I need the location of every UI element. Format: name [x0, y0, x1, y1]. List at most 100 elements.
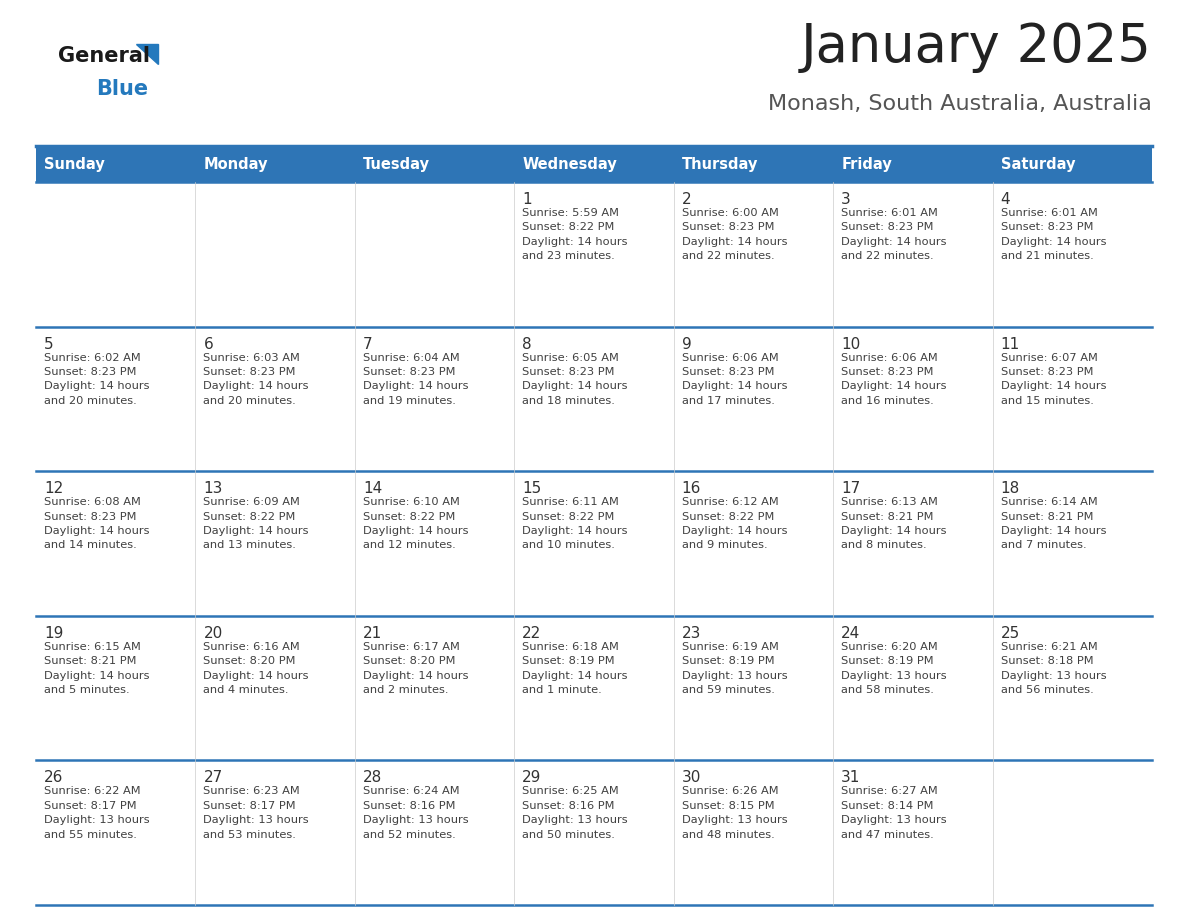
Text: 8: 8: [523, 337, 532, 352]
Bar: [514, 471, 674, 616]
Text: 1: 1: [523, 192, 532, 207]
Text: General: General: [58, 46, 150, 66]
Text: 29: 29: [523, 770, 542, 786]
Text: Sunrise: 6:09 AM
Sunset: 8:22 PM
Daylight: 14 hours
and 13 minutes.: Sunrise: 6:09 AM Sunset: 8:22 PM Dayligh…: [203, 498, 309, 551]
Text: 21: 21: [362, 626, 383, 641]
Text: Sunrise: 6:24 AM
Sunset: 8:16 PM
Daylight: 13 hours
and 52 minutes.: Sunrise: 6:24 AM Sunset: 8:16 PM Dayligh…: [362, 787, 468, 840]
Text: Sunrise: 6:16 AM
Sunset: 8:20 PM
Daylight: 14 hours
and 4 minutes.: Sunrise: 6:16 AM Sunset: 8:20 PM Dayligh…: [203, 642, 309, 695]
Text: Sunrise: 6:21 AM
Sunset: 8:18 PM
Daylight: 13 hours
and 56 minutes.: Sunrise: 6:21 AM Sunset: 8:18 PM Dayligh…: [1000, 642, 1106, 695]
Bar: [992, 182, 1152, 327]
Bar: [833, 471, 992, 616]
Text: Sunrise: 6:22 AM
Sunset: 8:17 PM
Daylight: 13 hours
and 55 minutes.: Sunrise: 6:22 AM Sunset: 8:17 PM Dayligh…: [44, 787, 150, 840]
Text: 16: 16: [682, 481, 701, 497]
Text: Sunrise: 6:17 AM
Sunset: 8:20 PM
Daylight: 14 hours
and 2 minutes.: Sunrise: 6:17 AM Sunset: 8:20 PM Dayligh…: [362, 642, 468, 695]
Text: 22: 22: [523, 626, 542, 641]
Text: Sunrise: 6:12 AM
Sunset: 8:22 PM
Daylight: 14 hours
and 9 minutes.: Sunrise: 6:12 AM Sunset: 8:22 PM Dayligh…: [682, 498, 788, 551]
Bar: [833, 760, 992, 905]
Text: 10: 10: [841, 337, 860, 352]
Text: 5: 5: [44, 337, 53, 352]
Text: January 2025: January 2025: [801, 21, 1152, 73]
Text: 31: 31: [841, 770, 860, 786]
Text: Sunrise: 6:03 AM
Sunset: 8:23 PM
Daylight: 14 hours
and 20 minutes.: Sunrise: 6:03 AM Sunset: 8:23 PM Dayligh…: [203, 353, 309, 406]
Text: 13: 13: [203, 481, 223, 497]
Text: Sunrise: 6:13 AM
Sunset: 8:21 PM
Daylight: 14 hours
and 8 minutes.: Sunrise: 6:13 AM Sunset: 8:21 PM Dayligh…: [841, 498, 947, 551]
Bar: [833, 616, 992, 760]
Text: Thursday: Thursday: [682, 158, 758, 173]
Bar: [36, 760, 196, 905]
Bar: [36, 148, 196, 182]
Bar: [992, 760, 1152, 905]
Bar: [674, 471, 833, 616]
Bar: [355, 182, 514, 327]
Text: Monash, South Australia, Australia: Monash, South Australia, Australia: [769, 94, 1152, 114]
Bar: [514, 148, 674, 182]
Bar: [992, 327, 1152, 471]
Text: Sunrise: 5:59 AM
Sunset: 8:22 PM
Daylight: 14 hours
and 23 minutes.: Sunrise: 5:59 AM Sunset: 8:22 PM Dayligh…: [523, 208, 627, 262]
Bar: [992, 148, 1152, 182]
Bar: [355, 760, 514, 905]
Text: Wednesday: Wednesday: [523, 158, 617, 173]
Text: Sunrise: 6:14 AM
Sunset: 8:21 PM
Daylight: 14 hours
and 7 minutes.: Sunrise: 6:14 AM Sunset: 8:21 PM Dayligh…: [1000, 498, 1106, 551]
Text: 14: 14: [362, 481, 383, 497]
Bar: [992, 616, 1152, 760]
Text: Blue: Blue: [96, 79, 148, 99]
Text: 24: 24: [841, 626, 860, 641]
Text: 15: 15: [523, 481, 542, 497]
Bar: [514, 327, 674, 471]
Bar: [355, 616, 514, 760]
Bar: [196, 616, 355, 760]
Text: 17: 17: [841, 481, 860, 497]
Text: Monday: Monday: [203, 158, 268, 173]
Bar: [196, 182, 355, 327]
Text: Sunrise: 6:01 AM
Sunset: 8:23 PM
Daylight: 14 hours
and 21 minutes.: Sunrise: 6:01 AM Sunset: 8:23 PM Dayligh…: [1000, 208, 1106, 262]
Text: Sunrise: 6:15 AM
Sunset: 8:21 PM
Daylight: 14 hours
and 5 minutes.: Sunrise: 6:15 AM Sunset: 8:21 PM Dayligh…: [44, 642, 150, 695]
Bar: [36, 327, 196, 471]
Text: 3: 3: [841, 192, 851, 207]
Text: Sunrise: 6:05 AM
Sunset: 8:23 PM
Daylight: 14 hours
and 18 minutes.: Sunrise: 6:05 AM Sunset: 8:23 PM Dayligh…: [523, 353, 627, 406]
Polygon shape: [135, 44, 158, 64]
Bar: [674, 760, 833, 905]
Text: 20: 20: [203, 626, 222, 641]
Text: Sunrise: 6:19 AM
Sunset: 8:19 PM
Daylight: 13 hours
and 59 minutes.: Sunrise: 6:19 AM Sunset: 8:19 PM Dayligh…: [682, 642, 788, 695]
Bar: [355, 327, 514, 471]
Bar: [674, 182, 833, 327]
Text: 4: 4: [1000, 192, 1010, 207]
Text: 2: 2: [682, 192, 691, 207]
Text: Sunrise: 6:11 AM
Sunset: 8:22 PM
Daylight: 14 hours
and 10 minutes.: Sunrise: 6:11 AM Sunset: 8:22 PM Dayligh…: [523, 498, 627, 551]
Text: Friday: Friday: [841, 158, 892, 173]
Text: 12: 12: [44, 481, 63, 497]
Text: 7: 7: [362, 337, 373, 352]
Text: 30: 30: [682, 770, 701, 786]
Text: 18: 18: [1000, 481, 1019, 497]
Text: Sunrise: 6:23 AM
Sunset: 8:17 PM
Daylight: 13 hours
and 53 minutes.: Sunrise: 6:23 AM Sunset: 8:17 PM Dayligh…: [203, 787, 309, 840]
Text: Saturday: Saturday: [1000, 158, 1075, 173]
Bar: [196, 327, 355, 471]
Bar: [514, 182, 674, 327]
Bar: [992, 471, 1152, 616]
Text: 19: 19: [44, 626, 63, 641]
Text: 25: 25: [1000, 626, 1019, 641]
Text: Sunday: Sunday: [44, 158, 105, 173]
Bar: [196, 148, 355, 182]
Text: Sunrise: 6:18 AM
Sunset: 8:19 PM
Daylight: 14 hours
and 1 minute.: Sunrise: 6:18 AM Sunset: 8:19 PM Dayligh…: [523, 642, 627, 695]
Text: Sunrise: 6:10 AM
Sunset: 8:22 PM
Daylight: 14 hours
and 12 minutes.: Sunrise: 6:10 AM Sunset: 8:22 PM Dayligh…: [362, 498, 468, 551]
Bar: [36, 616, 196, 760]
Bar: [355, 471, 514, 616]
Text: 11: 11: [1000, 337, 1019, 352]
Bar: [674, 616, 833, 760]
Bar: [196, 760, 355, 905]
Text: Sunrise: 6:26 AM
Sunset: 8:15 PM
Daylight: 13 hours
and 48 minutes.: Sunrise: 6:26 AM Sunset: 8:15 PM Dayligh…: [682, 787, 788, 840]
Text: Sunrise: 6:04 AM
Sunset: 8:23 PM
Daylight: 14 hours
and 19 minutes.: Sunrise: 6:04 AM Sunset: 8:23 PM Dayligh…: [362, 353, 468, 406]
Bar: [355, 148, 514, 182]
Bar: [514, 760, 674, 905]
Text: 26: 26: [44, 770, 63, 786]
Bar: [833, 327, 992, 471]
Text: Sunrise: 6:06 AM
Sunset: 8:23 PM
Daylight: 14 hours
and 16 minutes.: Sunrise: 6:06 AM Sunset: 8:23 PM Dayligh…: [841, 353, 947, 406]
Text: Sunrise: 6:20 AM
Sunset: 8:19 PM
Daylight: 13 hours
and 58 minutes.: Sunrise: 6:20 AM Sunset: 8:19 PM Dayligh…: [841, 642, 947, 695]
Text: 23: 23: [682, 626, 701, 641]
Bar: [833, 148, 992, 182]
Text: 27: 27: [203, 770, 222, 786]
Bar: [674, 148, 833, 182]
Text: Sunrise: 6:06 AM
Sunset: 8:23 PM
Daylight: 14 hours
and 17 minutes.: Sunrise: 6:06 AM Sunset: 8:23 PM Dayligh…: [682, 353, 788, 406]
Bar: [833, 182, 992, 327]
